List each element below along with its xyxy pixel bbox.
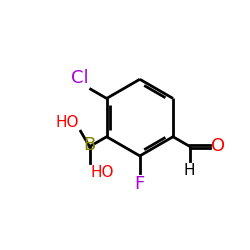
Text: B: B — [84, 136, 96, 154]
Text: Cl: Cl — [71, 69, 88, 87]
Text: HO: HO — [91, 165, 114, 180]
Text: F: F — [135, 175, 145, 193]
Text: O: O — [212, 138, 226, 156]
Text: H: H — [184, 163, 196, 178]
Text: HO: HO — [55, 115, 79, 130]
